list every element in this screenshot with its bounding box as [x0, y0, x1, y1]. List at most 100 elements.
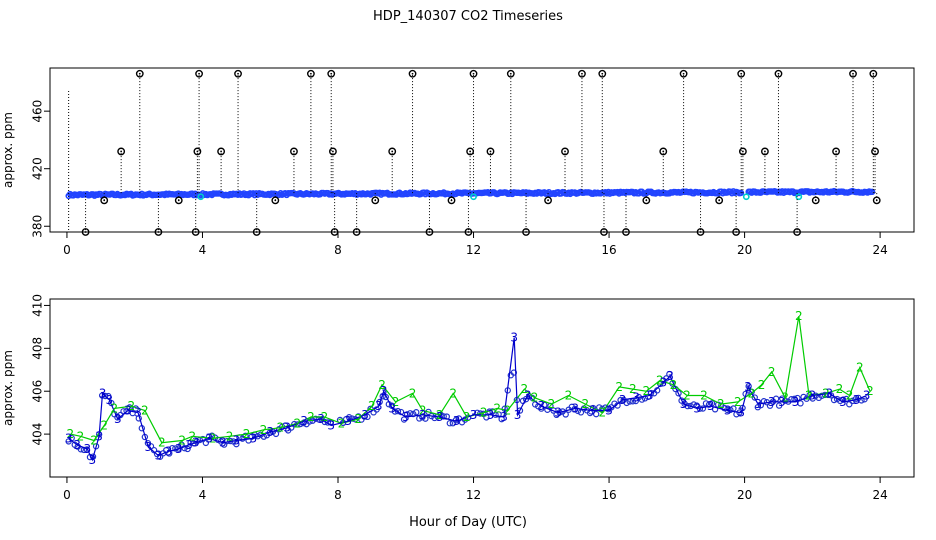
outlier-point-center: [194, 231, 197, 233]
series-marker-2: 2: [758, 378, 766, 392]
outlier-point-center: [645, 199, 648, 202]
outlier-point-center: [374, 199, 377, 202]
data-point: [647, 389, 655, 397]
outlier-point-center: [333, 231, 336, 233]
series-marker-3: 3: [510, 331, 518, 345]
outlier-point-center: [196, 150, 199, 153]
outlier-point-center: [274, 199, 277, 202]
outlier-point: [598, 69, 607, 78]
outlier-point: [737, 69, 746, 78]
series-marker-2: 2: [598, 406, 606, 420]
outlier-point: [329, 147, 337, 156]
x-tick-label: 0: [63, 488, 71, 502]
outlier-point-center: [293, 150, 295, 153]
data-point: [663, 375, 670, 382]
series-marker-2: 2: [795, 309, 803, 323]
outlier-point: [774, 69, 783, 78]
data-point: [702, 400, 710, 407]
outlier-point-center: [777, 72, 780, 75]
outlier-point-center: [391, 150, 394, 153]
y-tick-label: 420: [31, 157, 45, 180]
outlier-point: [217, 147, 226, 156]
outlier-point: [715, 196, 724, 205]
data-point: [830, 396, 838, 404]
data-point: [422, 415, 429, 422]
series-marker-3: 3: [89, 453, 97, 467]
series-marker-2: 2: [504, 404, 512, 418]
series-marker-2: 2: [548, 397, 556, 411]
outlier-point: [811, 196, 820, 205]
data-point: [577, 409, 585, 416]
outlier-point: [306, 69, 315, 78]
series-marker-2: 2: [226, 429, 234, 443]
outlier-point-center: [603, 231, 605, 233]
series-marker-3: 3: [524, 389, 532, 403]
series-marker-3: 3: [249, 431, 257, 445]
series-marker-2: 2: [449, 386, 457, 400]
series-marker-2: 2: [643, 384, 651, 398]
outlier-point-center: [718, 199, 721, 202]
outlier-point: [832, 147, 840, 156]
data-point: [562, 411, 569, 418]
series-marker-2: 2: [100, 419, 108, 433]
data-point: [245, 437, 252, 444]
series-marker-3: 3: [327, 419, 335, 433]
series-marker-3: 3: [134, 406, 142, 420]
outlier-point: [193, 147, 202, 156]
series-marker-2: 2: [565, 389, 573, 403]
data-point: [187, 439, 194, 446]
series-marker-3: 3: [554, 406, 562, 420]
data-point: [821, 391, 829, 399]
data-point: [455, 415, 463, 422]
outlier-point: [466, 147, 475, 156]
outlier-point: [469, 69, 478, 78]
series-marker-2: 2: [734, 395, 742, 409]
data-point: [202, 439, 210, 447]
series-marker-3: 3: [419, 408, 427, 422]
data-point: [675, 390, 682, 397]
series-marker-3: 3: [300, 414, 308, 428]
data-point: [306, 418, 313, 425]
data-point: [440, 413, 447, 420]
outlier-point-center: [682, 72, 685, 75]
outlier-point: [195, 69, 203, 78]
series-marker-3: 3: [853, 393, 861, 407]
data-point: [708, 400, 716, 407]
outlier-point-center: [735, 231, 738, 233]
outlier-point-center: [330, 72, 333, 75]
series-marker-3: 3: [809, 389, 817, 403]
outlier-point: [352, 228, 361, 236]
outlier-point: [252, 228, 261, 236]
outlier-point: [388, 147, 397, 156]
y-tick-label: 408: [31, 337, 45, 360]
y-axis-label: approx. ppm: [1, 350, 15, 426]
outlier-point-center: [741, 150, 744, 153]
series-marker-3: 3: [65, 431, 73, 445]
series-marker-2: 2: [670, 378, 678, 392]
plot-frame: [49, 298, 915, 478]
data-point: [510, 369, 518, 376]
data-point-alt: [795, 193, 803, 201]
x-tick-label: 20: [737, 243, 752, 257]
data-point: [836, 397, 844, 405]
series-marker-2: 2: [188, 429, 196, 443]
data-point-alt: [197, 193, 205, 201]
y-axis-label: approx. ppm: [1, 112, 15, 188]
data-point: [321, 418, 328, 426]
data-point: [184, 445, 191, 453]
series-marker-2: 2: [243, 427, 251, 441]
outlier-point: [642, 196, 651, 205]
outlier-point: [561, 147, 569, 156]
data-point: [364, 413, 371, 421]
series-marker-3: 3: [266, 425, 274, 439]
x-tick-label: 24: [872, 243, 887, 257]
outlier-point-center: [157, 231, 160, 233]
panel-1: 0 4 8 12 16 20 24 380 420 460 approx. ppm: [1, 67, 915, 257]
outlier-point: [761, 147, 769, 156]
series-marker-3: 3: [666, 369, 674, 383]
series-marker-2: 2: [368, 399, 376, 413]
outlier-point-center: [428, 231, 431, 233]
